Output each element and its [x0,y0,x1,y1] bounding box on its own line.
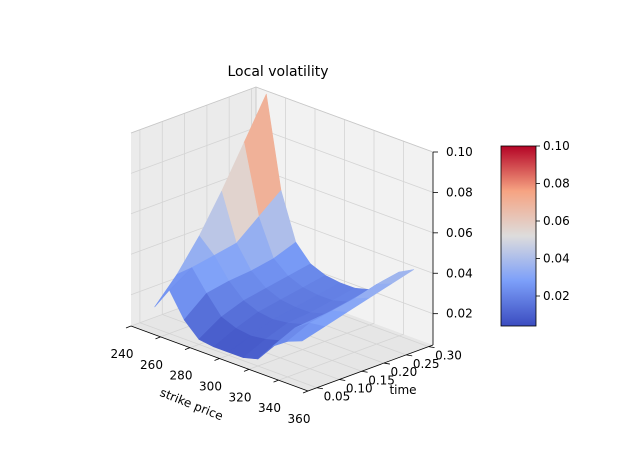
x-tick-label: 360 [288,412,311,426]
x-tick [302,390,309,394]
x-tick [125,325,132,329]
z-tick-label: 0.10 [446,145,473,159]
z-tick-label: 0.02 [446,307,473,321]
y-tick [406,354,413,357]
z-tick-label: 0.08 [446,185,473,199]
colorbar-scale [500,145,537,327]
x-tick-label: 320 [229,390,252,404]
y-tick-label: 0.30 [435,349,462,363]
x-tick-label: 300 [199,380,222,394]
x-tick-label: 260 [140,358,163,372]
x-tick [155,336,161,340]
y-axis-label: time [389,383,416,397]
x-tick [243,368,250,372]
y-tick [316,387,323,390]
colorbar-tick-label: 0.10 [543,139,570,153]
y-tick-label: 0.10 [346,382,373,396]
colorbar-tick-label: 0.08 [543,177,570,191]
y-tick-label: 0.20 [391,365,418,379]
gridline-x [248,130,375,370]
colorbar: 0.02 0.04 0.06 0.08 0.10 [500,139,570,327]
colorbar-tick-label: 0.02 [543,289,570,303]
chart-title: Local volatility [228,64,329,80]
x-tick-label: 340 [258,401,281,415]
y-tick [383,362,390,365]
gridline-y [139,129,318,389]
x-tick [184,347,191,351]
y-tick-label: 0.05 [324,390,351,404]
surface-plot [154,93,415,360]
y-axis-line [307,344,434,392]
x-tick-label: 240 [111,347,134,361]
gridline-y [161,121,340,380]
x-tick [214,358,220,361]
y-tick-label: 0.15 [368,373,395,387]
y-tick [361,370,368,373]
x-tick-label: 280 [170,369,193,383]
z-tick-label: 0.06 [446,226,473,240]
y-tick-label: 0.25 [413,357,440,371]
surface-patch [287,322,325,342]
colorbar-tick-label: 0.04 [543,252,570,266]
y-tick [339,379,346,381]
x-tick [273,379,279,383]
y-tick [428,346,435,349]
z-tick-label: 0.04 [446,266,473,280]
colorbar-tick-label: 0.06 [543,214,570,228]
gridline-x [278,141,404,381]
